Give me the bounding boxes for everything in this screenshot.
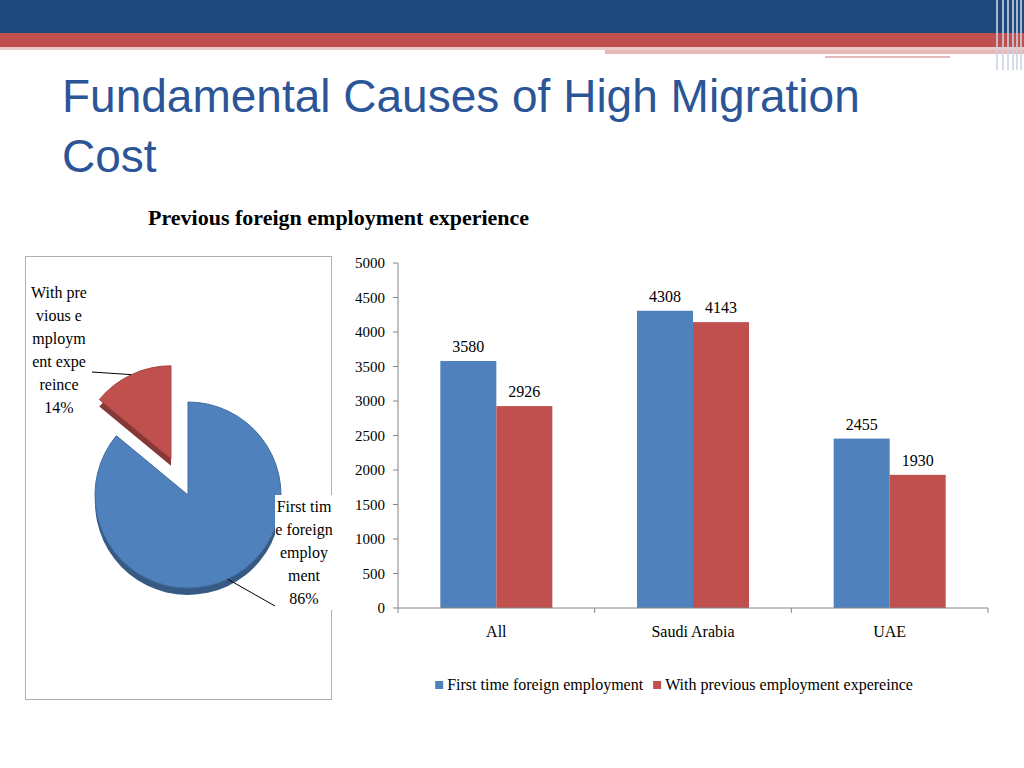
y-tick-label: 1000: [355, 531, 385, 547]
x-tick-label: UAE: [873, 623, 906, 640]
pie-category: With previous employment expereince: [30, 281, 88, 396]
light-band-right: [605, 50, 1024, 54]
y-tick-label: 4000: [355, 324, 385, 340]
y-tick: [393, 263, 398, 264]
pie-slice: [99, 366, 171, 459]
y-tick-label: 2000: [355, 462, 385, 478]
category-tick: [594, 608, 595, 613]
red-band: [0, 33, 1024, 47]
y-tick-label: 4500: [355, 290, 385, 306]
data-label: 4143: [705, 299, 737, 316]
category-tick: [791, 608, 792, 613]
legend-label: First time foreign employment: [447, 676, 644, 694]
y-tick-label: 5000: [355, 255, 385, 271]
legend-swatch: [653, 681, 661, 689]
bar: [496, 406, 552, 608]
x-tick-label: All: [486, 623, 507, 640]
y-tick: [393, 504, 398, 505]
y-tick-label: 3500: [355, 359, 385, 375]
y-tick-label: 1500: [355, 497, 385, 513]
pie: [95, 366, 281, 595]
slide: {"header": {"title": "Fundamental Causes…: [0, 0, 1024, 768]
legend-swatch: [435, 681, 443, 689]
y-tick-label: 0: [378, 600, 386, 616]
deco-line: [996, 0, 998, 70]
y-tick: [393, 539, 398, 540]
y-tick: [393, 608, 398, 609]
pie-frame: [26, 257, 332, 700]
legend-label: With previous employment expereince: [665, 676, 913, 694]
pie-category: First time foreign employment: [275, 495, 333, 587]
top-band: [0, 0, 1024, 33]
y-tick: [393, 332, 398, 333]
bar: [890, 475, 946, 608]
bar: [834, 439, 890, 608]
y-tick-label: 2500: [355, 428, 385, 444]
pie-value: 14%: [30, 396, 88, 419]
y-tick: [393, 435, 398, 436]
y-tick: [393, 297, 398, 298]
y-tick: [393, 401, 398, 402]
legend: First time foreign employment With previo…: [435, 676, 913, 694]
deco-line: [1020, 0, 1022, 70]
deco-line: [1016, 0, 1018, 70]
bar: [440, 361, 496, 608]
category-tick: [988, 608, 989, 613]
y-tick: [393, 366, 398, 367]
pie-label: First time foreign employment86%: [275, 495, 333, 610]
deco-line: [1007, 0, 1009, 70]
y-tick: [393, 470, 398, 471]
data-label: 1930: [902, 452, 934, 469]
light-band: [0, 47, 1024, 50]
bar: [637, 311, 693, 608]
y-tick-label: 500: [363, 566, 386, 582]
pie-label: With previous employment expereince14%: [30, 281, 88, 419]
deco-line: [1012, 0, 1014, 70]
data-label: 3580: [452, 338, 484, 355]
x-tick-label: Saudi Arabia: [651, 623, 734, 640]
y-tick: [393, 573, 398, 574]
data-label: 4308: [649, 288, 681, 305]
pie-slice: [95, 402, 281, 588]
x-axis: [398, 608, 988, 609]
pie-value: 86%: [275, 587, 333, 610]
light-line: [825, 56, 950, 58]
slide-title: Fundamental Causes of High Migration Cos…: [62, 66, 912, 186]
bar: [693, 322, 749, 608]
subtitle: Previous foreign employment experience: [148, 205, 529, 230]
category-tick: [398, 608, 399, 613]
data-label: 2926: [508, 383, 540, 400]
leader-line: [228, 579, 275, 606]
leader-line: [92, 372, 131, 375]
deco-line: [1002, 0, 1004, 70]
bars: [440, 311, 945, 608]
data-label: 2455: [846, 416, 878, 433]
y-tick-label: 3000: [355, 393, 385, 409]
